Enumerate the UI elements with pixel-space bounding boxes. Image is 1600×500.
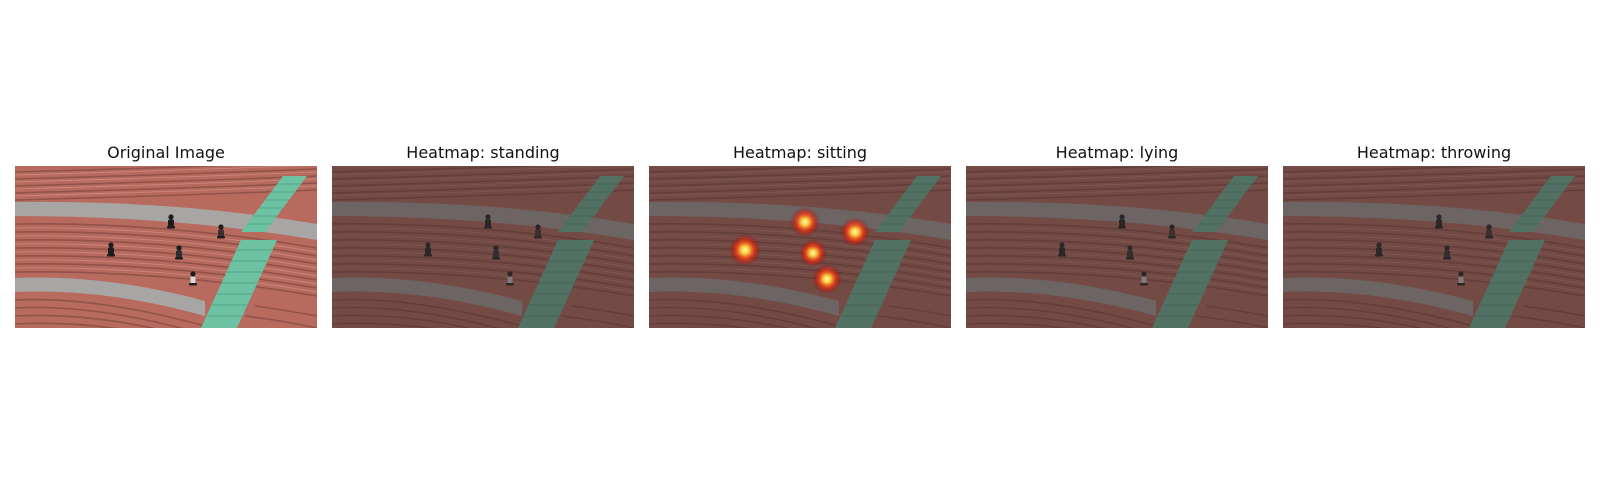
heatmap-overlay	[1283, 166, 1585, 328]
heat-spot-person-right	[840, 217, 870, 247]
original-image	[15, 166, 317, 328]
heatmap-overlay	[966, 166, 1268, 328]
heatmap-throwing-image	[1283, 166, 1585, 328]
panel-title: Heatmap: throwing	[1356, 143, 1512, 162]
panel-title: Original Image	[107, 143, 225, 162]
heatmap-lying-image	[966, 166, 1268, 328]
panel-heatmap-throwing: Heatmap: throwing	[1283, 140, 1585, 328]
heat-spot-person-left	[729, 234, 761, 266]
panel-title: Heatmap: lying	[1055, 143, 1179, 162]
panel-original: Original Image	[15, 140, 317, 328]
heatmap-sitting-image	[649, 166, 951, 328]
panel-heatmap-sitting: Heatmap: sitting	[649, 140, 951, 328]
heat-spot-person-top-center	[790, 207, 820, 237]
panel-heatmap-lying: Heatmap: lying	[966, 140, 1268, 328]
heatmap-overlay	[332, 166, 634, 328]
panel-heatmap-standing: Heatmap: standing	[332, 140, 634, 328]
heatmap-overlay	[649, 166, 951, 328]
heat-spot-person-bottom	[812, 264, 842, 294]
panel-title: Heatmap: standing	[406, 143, 560, 162]
heat-spot-person-center	[799, 239, 827, 267]
panel-title: Heatmap: sitting	[732, 143, 868, 162]
heatmap-standing-image	[332, 166, 634, 328]
